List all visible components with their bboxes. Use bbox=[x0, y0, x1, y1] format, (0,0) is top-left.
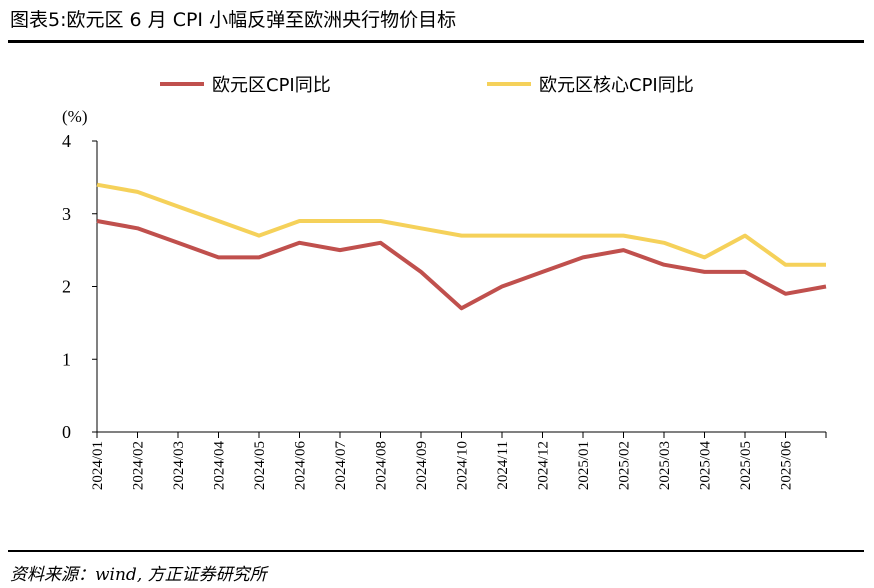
x-tick-label: 2024/04 bbox=[212, 441, 228, 491]
source-note: 资料来源：wind, 方正证券研究所 bbox=[10, 565, 267, 585]
legend: 欧元区CPI同比 欧元区核心CPI同比 bbox=[160, 75, 694, 96]
x-tick-label: 2025/06 bbox=[779, 441, 795, 491]
y-tick-label: 0 bbox=[62, 422, 71, 442]
x-tick-label: 2025/02 bbox=[617, 441, 633, 490]
x-tick-label: 2024/10 bbox=[455, 441, 471, 490]
x-tick-label: 2024/09 bbox=[414, 441, 430, 490]
x-tick-label: 2024/08 bbox=[374, 441, 390, 490]
x-tick-label: 2024/07 bbox=[333, 441, 349, 491]
y-tick-label: 1 bbox=[62, 349, 71, 369]
x-tick-label: 2025/04 bbox=[698, 441, 714, 491]
series-lines bbox=[96, 182, 827, 311]
x-tick-label: 2025/01 bbox=[576, 441, 592, 490]
y-tick-label: 2 bbox=[62, 277, 71, 297]
x-tick-label: 2024/12 bbox=[536, 441, 552, 490]
x-tick-label: 2024/02 bbox=[131, 441, 147, 490]
top-rule bbox=[8, 40, 864, 43]
legend-label: 欧元区核心CPI同比 bbox=[539, 75, 694, 96]
legend-label: 欧元区CPI同比 bbox=[212, 75, 331, 96]
series-line-core-cpi bbox=[96, 182, 826, 267]
x-tick-label: 2024/05 bbox=[252, 441, 268, 490]
y-tick-label: 4 bbox=[62, 131, 71, 151]
x-tick-label: 2024/01 bbox=[90, 441, 106, 490]
x-tick-label: 2024/06 bbox=[293, 441, 309, 491]
series-line-cpi bbox=[96, 219, 827, 311]
x-tick-label: 2024/03 bbox=[171, 441, 187, 490]
x-tick-label: 2025/05 bbox=[738, 441, 754, 490]
x-tick-label: 2025/03 bbox=[657, 441, 673, 490]
axes: 0 1 2 3 4 (%) 2024/01 2024/02 2024/03 2024/04 2024… bbox=[62, 107, 827, 491]
chart-title: 图表5:欧元区 6 月 CPI 小幅反弹至欧洲央行物价目标 bbox=[10, 9, 457, 31]
bottom-rule bbox=[8, 550, 864, 552]
y-unit-label: (%) bbox=[62, 107, 87, 126]
y-tick-label: 3 bbox=[62, 204, 71, 224]
x-tick-label: 2024/11 bbox=[495, 441, 511, 490]
